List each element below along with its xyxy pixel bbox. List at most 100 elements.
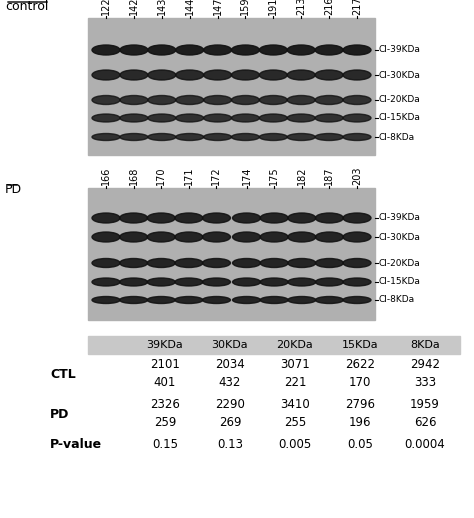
Ellipse shape <box>231 114 259 122</box>
Text: CTL: CTL <box>50 367 76 381</box>
Ellipse shape <box>315 95 343 105</box>
Text: 159: 159 <box>240 0 250 15</box>
Ellipse shape <box>92 278 120 286</box>
Ellipse shape <box>148 134 176 140</box>
Text: 187: 187 <box>324 166 334 185</box>
Ellipse shape <box>287 114 315 122</box>
Ellipse shape <box>260 232 288 242</box>
Ellipse shape <box>343 232 371 242</box>
Ellipse shape <box>92 95 120 105</box>
Ellipse shape <box>203 45 232 55</box>
Ellipse shape <box>119 232 147 242</box>
Ellipse shape <box>315 213 343 223</box>
Text: 432: 432 <box>219 376 241 388</box>
Text: CI-30KDa: CI-30KDa <box>379 233 421 241</box>
Text: CI-20KDa: CI-20KDa <box>379 258 421 267</box>
Ellipse shape <box>175 213 203 223</box>
Ellipse shape <box>148 95 176 105</box>
Ellipse shape <box>147 296 175 304</box>
Text: 0.13: 0.13 <box>217 438 243 451</box>
Ellipse shape <box>202 258 230 267</box>
Text: 30KDa: 30KDa <box>212 340 248 350</box>
Text: 170: 170 <box>156 166 166 185</box>
Ellipse shape <box>203 70 232 80</box>
Text: 15KDa: 15KDa <box>342 340 378 350</box>
Text: 3410: 3410 <box>280 397 310 410</box>
Ellipse shape <box>120 114 148 122</box>
Ellipse shape <box>92 114 120 122</box>
Text: 171: 171 <box>184 166 194 185</box>
Ellipse shape <box>92 232 120 242</box>
Ellipse shape <box>233 232 261 242</box>
Ellipse shape <box>119 296 147 304</box>
Ellipse shape <box>176 95 204 105</box>
Ellipse shape <box>203 134 232 140</box>
Ellipse shape <box>233 258 261 267</box>
Text: 269: 269 <box>219 415 241 428</box>
Ellipse shape <box>343 45 371 55</box>
Ellipse shape <box>203 95 232 105</box>
Text: 174: 174 <box>242 166 252 185</box>
Text: 401: 401 <box>154 376 176 388</box>
Ellipse shape <box>288 232 316 242</box>
Ellipse shape <box>287 95 315 105</box>
Text: 2034: 2034 <box>215 357 245 370</box>
Bar <box>88 188 375 320</box>
Ellipse shape <box>203 114 232 122</box>
Text: 147: 147 <box>212 0 223 15</box>
Ellipse shape <box>315 70 343 80</box>
Ellipse shape <box>202 232 230 242</box>
Text: 221: 221 <box>284 376 306 388</box>
Ellipse shape <box>175 258 203 267</box>
Ellipse shape <box>175 296 203 304</box>
Text: control: control <box>5 0 48 13</box>
Text: 122: 122 <box>101 0 111 15</box>
Ellipse shape <box>260 213 288 223</box>
Ellipse shape <box>231 134 259 140</box>
Text: 2101: 2101 <box>150 357 180 370</box>
Ellipse shape <box>231 95 259 105</box>
Text: CI-39KDa: CI-39KDa <box>379 213 421 223</box>
Text: 20KDa: 20KDa <box>277 340 313 350</box>
Text: 1959: 1959 <box>410 397 440 410</box>
Text: 333: 333 <box>414 376 436 388</box>
Text: 168: 168 <box>128 167 138 185</box>
Ellipse shape <box>233 213 261 223</box>
Ellipse shape <box>259 114 287 122</box>
Ellipse shape <box>147 232 175 242</box>
Ellipse shape <box>176 70 204 80</box>
Ellipse shape <box>343 213 371 223</box>
Ellipse shape <box>343 114 371 122</box>
Ellipse shape <box>176 114 204 122</box>
Ellipse shape <box>315 296 343 304</box>
Text: PD: PD <box>50 408 69 421</box>
Ellipse shape <box>343 258 371 267</box>
Ellipse shape <box>148 70 176 80</box>
Text: CI-8KDa: CI-8KDa <box>379 133 415 141</box>
Ellipse shape <box>120 95 148 105</box>
Text: 0.0004: 0.0004 <box>405 438 446 451</box>
Ellipse shape <box>202 213 230 223</box>
Ellipse shape <box>287 134 315 140</box>
Text: 216: 216 <box>324 0 334 15</box>
Text: 2796: 2796 <box>345 397 375 410</box>
Text: CI-39KDa: CI-39KDa <box>379 46 421 54</box>
Ellipse shape <box>120 70 148 80</box>
Ellipse shape <box>315 45 343 55</box>
Text: 2326: 2326 <box>150 397 180 410</box>
Ellipse shape <box>92 296 120 304</box>
Text: 144: 144 <box>185 0 195 15</box>
Ellipse shape <box>260 258 288 267</box>
Ellipse shape <box>202 278 230 286</box>
Ellipse shape <box>119 278 147 286</box>
Ellipse shape <box>288 258 316 267</box>
Text: 203: 203 <box>352 166 362 185</box>
Ellipse shape <box>343 278 371 286</box>
Text: 175: 175 <box>269 166 279 185</box>
Ellipse shape <box>120 134 148 140</box>
Ellipse shape <box>343 134 371 140</box>
Ellipse shape <box>120 45 148 55</box>
Ellipse shape <box>92 45 120 55</box>
Ellipse shape <box>147 278 175 286</box>
Ellipse shape <box>259 45 287 55</box>
